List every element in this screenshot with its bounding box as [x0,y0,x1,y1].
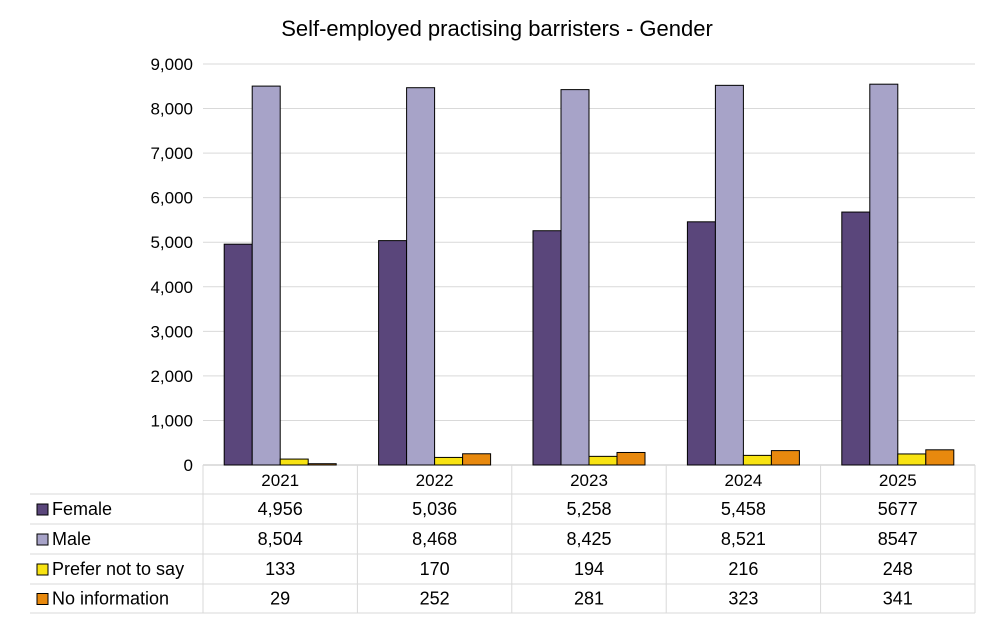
y-tick-label: 7,000 [150,144,193,163]
table-cell-value: 341 [883,589,913,609]
bar-no-information-2022 [462,453,492,466]
bar-male-2022 [406,87,436,466]
x-category-label: 2021 [261,471,299,490]
bar-prefer-not-to-say-2025 [897,453,927,466]
bar-female-2022 [378,240,408,466]
y-tick-label: 6,000 [150,189,193,208]
table-cell-value: 170 [420,559,450,579]
table-cell-value: 4,956 [258,499,303,519]
table-cell-value: 5677 [878,499,918,519]
table-cell-value: 5,036 [412,499,457,519]
table-cell-value: 5,458 [721,499,766,519]
table-cell-value: 194 [574,559,604,579]
y-tick-label: 8,000 [150,100,193,119]
table-cell-value: 281 [574,589,604,609]
bar-female-2024 [686,221,716,466]
bar-prefer-not-to-say-2023 [588,455,618,466]
table-cell-value: 248 [883,559,913,579]
bar-prefer-not-to-say-2021 [279,458,309,466]
y-tick-label: 4,000 [150,278,193,297]
y-axis-ticks: 0 1,000 2,000 3,000 4,000 5,000 6,000 7,000 8,00… [150,55,193,475]
legend-key-male [36,533,49,546]
legend-key-prefer-not-to-say [36,563,49,576]
bar-no-information-2021 [307,463,337,466]
table-cell-value: 8,425 [566,529,611,549]
table-cell-value: 216 [728,559,758,579]
table-cell-value: 8,468 [412,529,457,549]
table-cell-value: 29 [270,589,290,609]
bar-male-2023 [560,89,590,466]
y-tick-label: 9,000 [150,55,193,74]
legend-label: Prefer not to say [52,559,184,579]
chart-title: Self-employed practising barristers - Ge… [281,16,713,41]
data-table: 2021 2022 2023 2024 2025 Female 4,956 5,036 5,25… [30,465,976,614]
legend-label: Female [52,499,112,519]
bar-male-2021 [251,85,281,466]
bar-male-2024 [714,84,744,466]
bar-female-2025 [841,211,871,466]
y-tick-label: 1,000 [150,411,193,430]
bar-prefer-not-to-say-2022 [434,456,464,466]
legend-label: Male [52,529,91,549]
legend-label: No information [52,589,169,609]
y-tick-label: 2,000 [150,367,193,386]
bar-female-2021 [223,243,253,466]
table-cell-value: 133 [265,559,295,579]
legend-key-female [36,503,49,516]
bar-male-2025 [869,83,899,466]
table-cell-value: 8,521 [721,529,766,549]
y-tick-label: 0 [184,456,193,475]
table-cell-value: 8,504 [258,529,303,549]
table-cell-value: 5,258 [566,499,611,519]
bar-no-information-2025 [925,449,955,466]
x-category-label: 2023 [570,471,608,490]
bar-female-2023 [532,230,562,466]
bar-prefer-not-to-say-2024 [742,454,772,466]
table-cell-value: 8547 [878,529,918,549]
legend-key-no-information [36,593,49,605]
bar-no-information-2024 [770,450,800,466]
bars [223,83,955,466]
x-category-label: 2025 [879,471,917,490]
y-tick-label: 3,000 [150,322,193,341]
table-cell-value: 252 [420,589,450,609]
bar-no-information-2023 [616,451,646,466]
x-category-label: 2022 [416,471,454,490]
x-category-label: 2024 [724,471,762,490]
table-cell-value: 323 [728,589,758,609]
y-tick-label: 5,000 [150,233,193,252]
